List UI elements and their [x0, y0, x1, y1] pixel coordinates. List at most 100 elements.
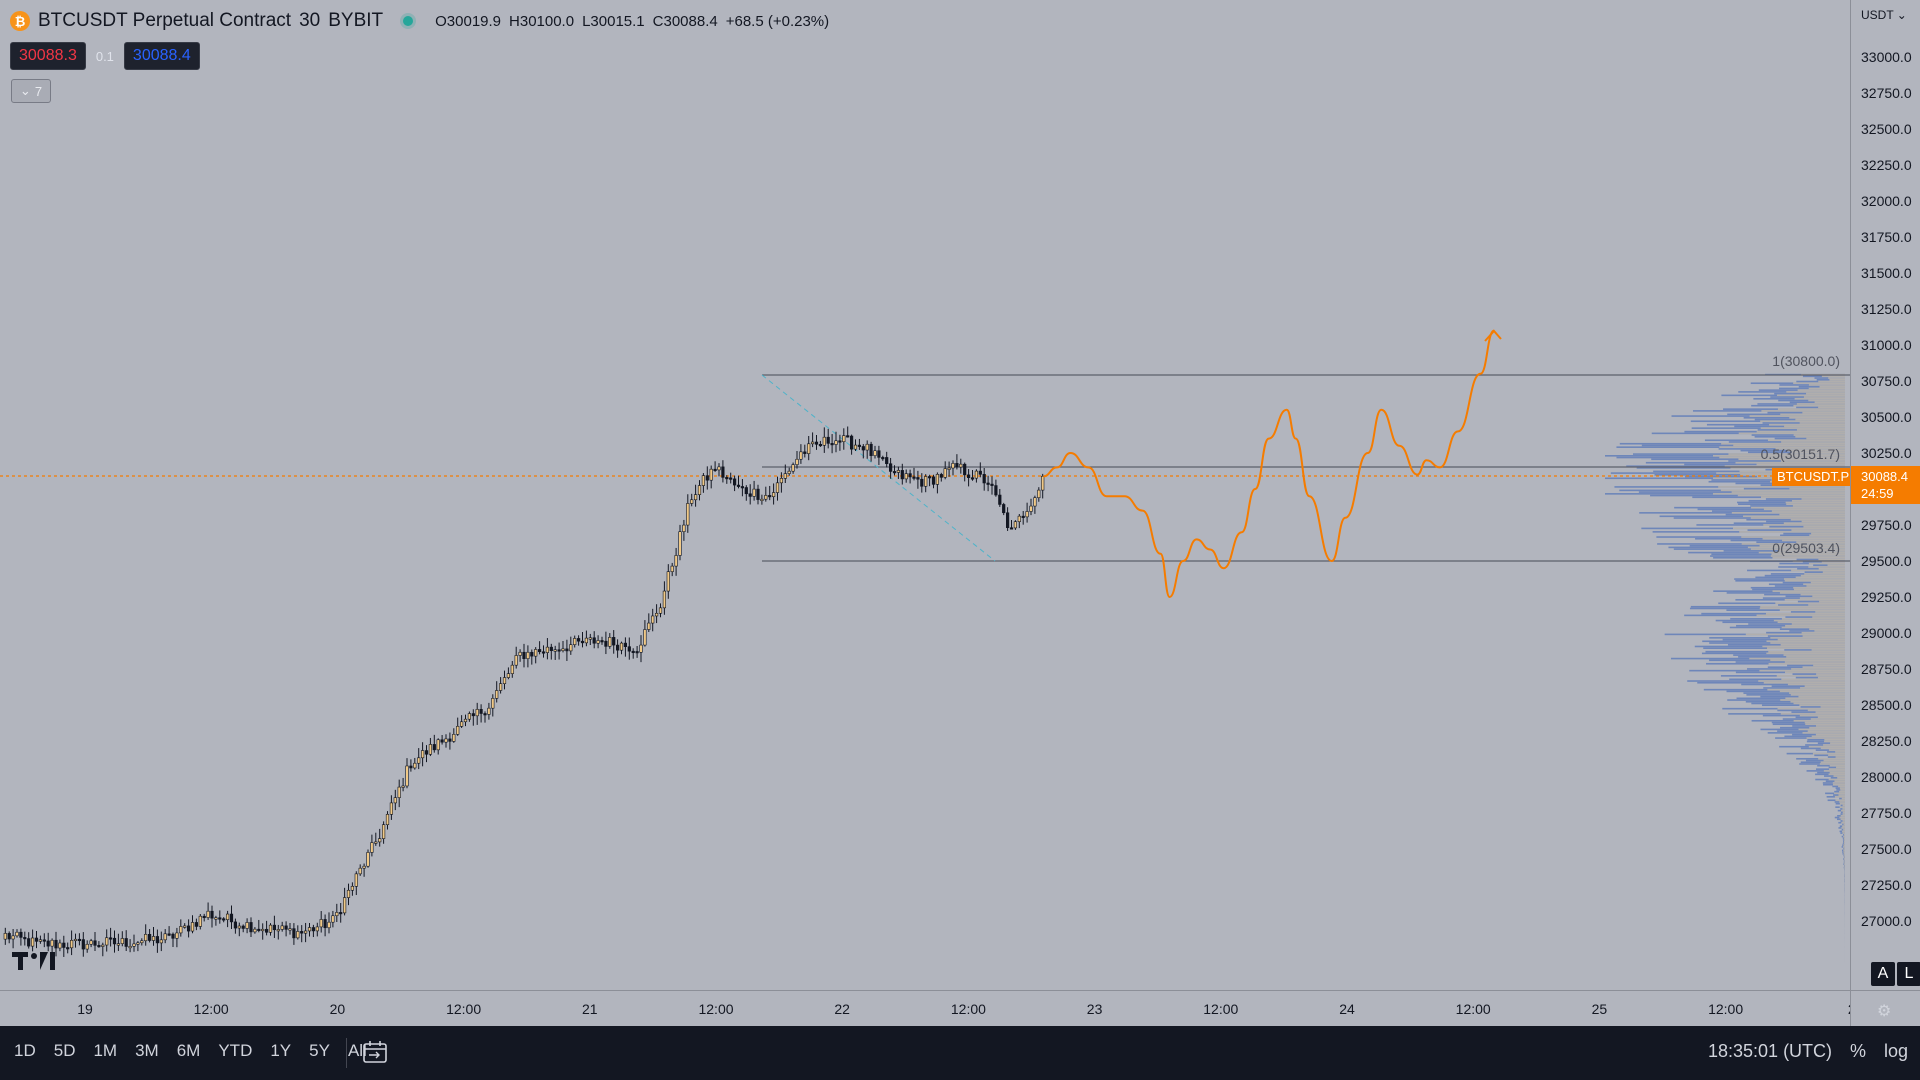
candle[interactable]: [943, 468, 947, 478]
candle[interactable]: [522, 651, 526, 659]
candle[interactable]: [580, 640, 585, 644]
candle[interactable]: [436, 739, 440, 751]
candle[interactable]: [440, 739, 444, 743]
candle[interactable]: [459, 721, 464, 727]
candle[interactable]: [939, 474, 943, 478]
candle[interactable]: [491, 698, 495, 709]
candle[interactable]: [787, 470, 791, 474]
candle[interactable]: [631, 650, 635, 653]
candle[interactable]: [545, 646, 549, 653]
tradingview-logo-icon[interactable]: [12, 950, 56, 972]
candle[interactable]: [717, 466, 721, 471]
candle[interactable]: [303, 930, 308, 934]
candle[interactable]: [148, 934, 152, 941]
range-button-ytd[interactable]: YTD: [218, 1041, 253, 1060]
candle[interactable]: [506, 673, 511, 678]
candle[interactable]: [109, 937, 113, 940]
candle[interactable]: [838, 440, 842, 443]
candle[interactable]: [1029, 505, 1033, 512]
candle[interactable]: [50, 939, 54, 947]
candle[interactable]: [362, 865, 366, 869]
candle[interactable]: [70, 940, 74, 949]
candle[interactable]: [3, 933, 7, 940]
candle[interactable]: [272, 924, 277, 931]
candle[interactable]: [573, 638, 577, 645]
candle[interactable]: [81, 939, 85, 950]
candle[interactable]: [596, 640, 600, 644]
candle[interactable]: [487, 707, 491, 715]
auto-scale-button[interactable]: A: [1871, 962, 1895, 986]
candle[interactable]: [565, 648, 569, 652]
candle[interactable]: [795, 458, 799, 465]
candle[interactable]: [756, 488, 760, 500]
symbol-name[interactable]: BTCUSDT Perpetual Contract: [38, 10, 292, 31]
candle[interactable]: [873, 450, 877, 456]
candle[interactable]: [654, 612, 659, 617]
candle[interactable]: [276, 929, 280, 932]
candle[interactable]: [771, 492, 776, 497]
candle[interactable]: [518, 651, 522, 656]
candle[interactable]: [136, 942, 140, 945]
candle[interactable]: [327, 921, 331, 929]
projection-line[interactable]: [1043, 329, 1495, 599]
candle[interactable]: [569, 644, 573, 652]
candle[interactable]: [986, 482, 990, 485]
candle[interactable]: [253, 928, 257, 933]
candle[interactable]: [729, 477, 733, 480]
candle[interactable]: [561, 648, 565, 651]
candle[interactable]: [627, 646, 631, 652]
candle[interactable]: [144, 934, 148, 942]
candle[interactable]: [892, 471, 897, 474]
candle[interactable]: [612, 637, 616, 646]
candle[interactable]: [77, 938, 81, 942]
candle[interactable]: [93, 940, 97, 946]
candle[interactable]: [296, 931, 300, 939]
calendar-icon[interactable]: [362, 1040, 388, 1064]
candle[interactable]: [810, 441, 815, 445]
candle[interactable]: [530, 651, 534, 657]
candle[interactable]: [23, 937, 27, 940]
candle[interactable]: [982, 474, 986, 484]
candle[interactable]: [167, 933, 171, 936]
candle[interactable]: [401, 785, 405, 788]
candle[interactable]: [179, 926, 183, 934]
candle[interactable]: [11, 935, 15, 940]
candle[interactable]: [826, 436, 830, 444]
candle[interactable]: [155, 936, 160, 944]
candle[interactable]: [280, 925, 284, 930]
candle[interactable]: [900, 470, 904, 480]
candle[interactable]: [354, 873, 358, 887]
candle[interactable]: [132, 943, 136, 947]
market-status-icon[interactable]: [403, 16, 414, 26]
candle[interactable]: [124, 938, 128, 947]
candle[interactable]: [709, 468, 713, 481]
candle[interactable]: [783, 473, 787, 479]
candle[interactable]: [693, 494, 698, 501]
candle[interactable]: [725, 477, 729, 480]
range-button-1y[interactable]: 1Y: [270, 1041, 292, 1060]
log-scale-toggle[interactable]: log: [1884, 1041, 1909, 1061]
candle[interactable]: [553, 649, 557, 652]
candle[interactable]: [974, 470, 978, 479]
candle[interactable]: [194, 922, 199, 927]
candle[interactable]: [284, 925, 288, 930]
candle[interactable]: [978, 470, 982, 475]
candle[interactable]: [1013, 521, 1017, 529]
candle[interactable]: [670, 565, 674, 572]
candle[interactable]: [799, 451, 803, 460]
candle[interactable]: [264, 928, 269, 933]
candle[interactable]: [38, 939, 42, 942]
candle[interactable]: [888, 463, 893, 472]
candle[interactable]: [818, 444, 822, 447]
candle[interactable]: [171, 933, 175, 939]
candle[interactable]: [397, 786, 401, 798]
candle[interactable]: [444, 738, 448, 743]
candle[interactable]: [335, 912, 339, 917]
candle[interactable]: [389, 802, 394, 815]
candle[interactable]: [54, 939, 58, 949]
candle[interactable]: [674, 555, 678, 567]
candle[interactable]: [740, 486, 744, 489]
candle[interactable]: [257, 928, 261, 931]
candle[interactable]: [471, 713, 475, 717]
candle[interactable]: [417, 757, 421, 764]
